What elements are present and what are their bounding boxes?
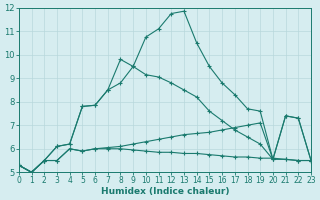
X-axis label: Humidex (Indice chaleur): Humidex (Indice chaleur) [101, 187, 229, 196]
